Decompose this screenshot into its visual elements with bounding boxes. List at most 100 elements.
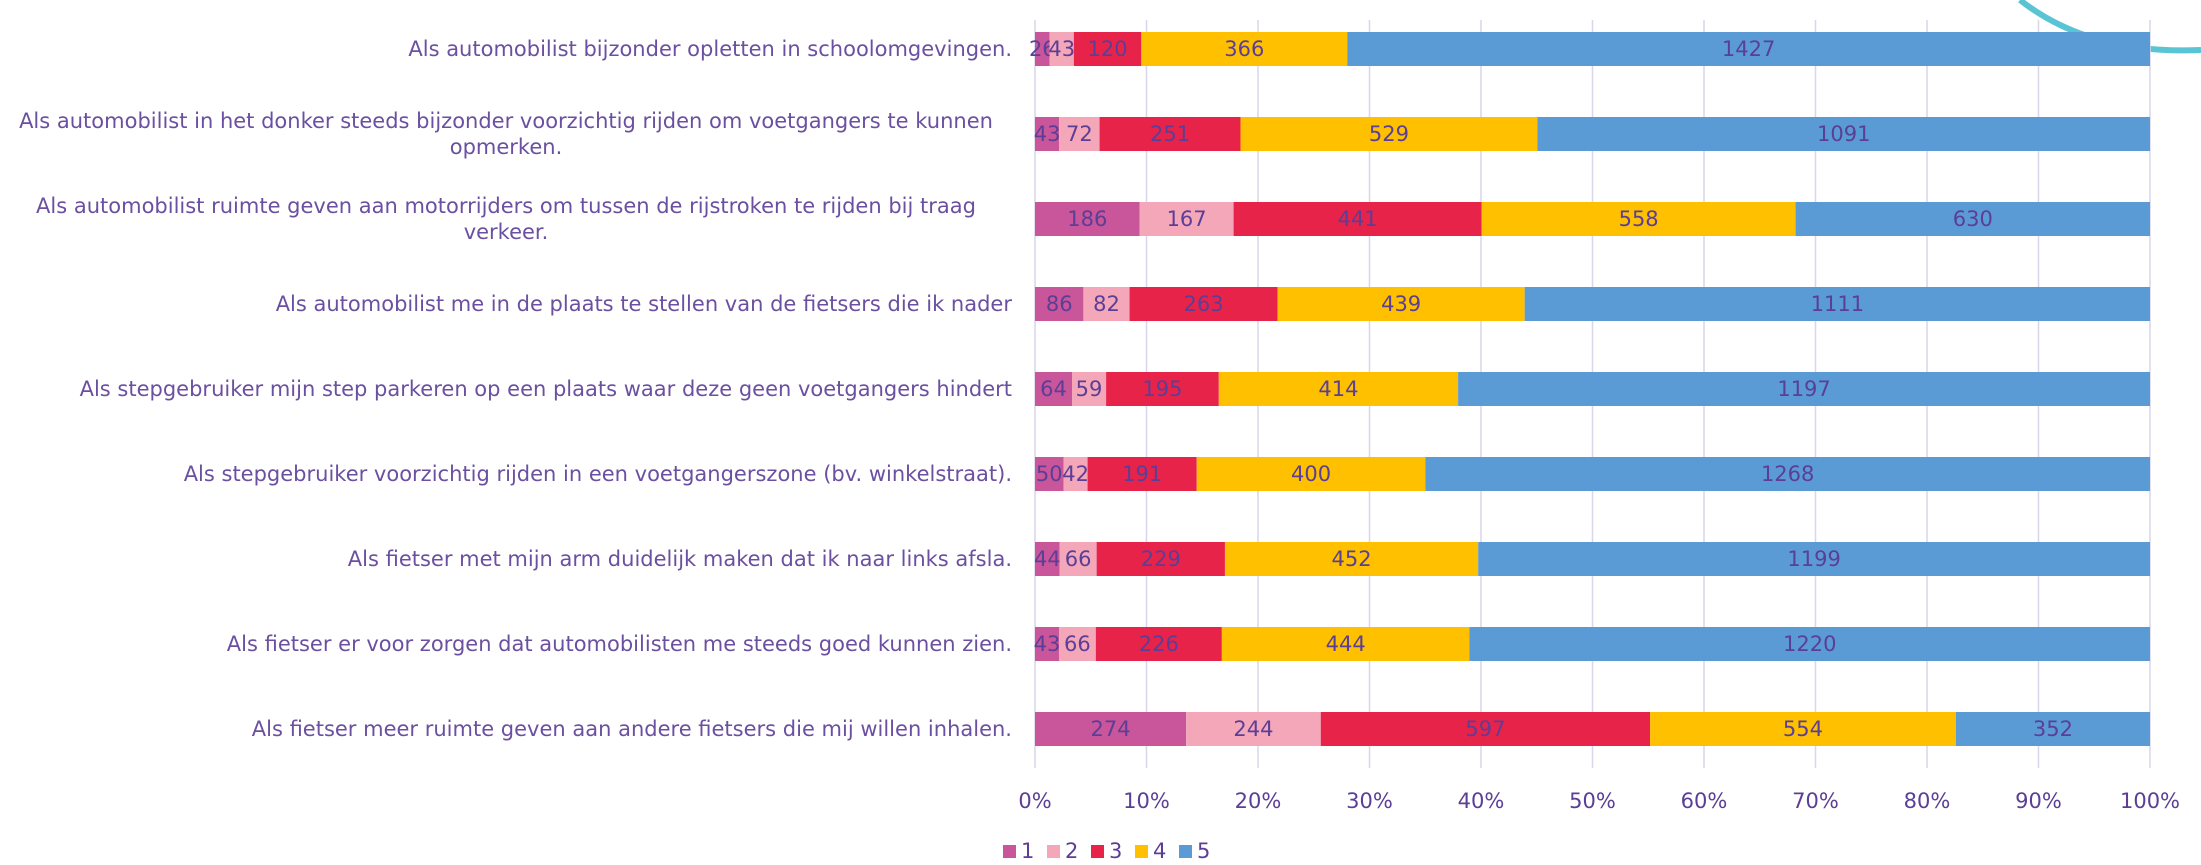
data-label: 274	[1091, 717, 1131, 741]
bar-segment	[1083, 287, 1130, 321]
bar-segment	[1035, 372, 1072, 406]
bar-segment	[1955, 712, 2150, 746]
data-label: 229	[1141, 547, 1181, 571]
bar-segment	[1129, 287, 1278, 321]
category-label: Als automobilist ruimte geven aan motorr…	[36, 194, 976, 244]
bar-segment	[1035, 117, 1060, 151]
legend-swatch	[1047, 845, 1060, 858]
x-tick-label: 80%	[1904, 789, 1951, 813]
bar-segment	[1141, 32, 1348, 66]
bar-segment	[1096, 542, 1225, 576]
category-label: Als fietser meer ruimte geven aan andere…	[251, 717, 1012, 741]
x-tick-label: 60%	[1681, 789, 1728, 813]
bar-segment	[1196, 457, 1426, 491]
bar-segment	[1035, 627, 1059, 661]
data-label: 452	[1332, 547, 1372, 571]
data-label: 1199	[1787, 547, 1840, 571]
legend-label: 1	[1021, 839, 1034, 863]
data-label: 66	[1064, 632, 1091, 656]
legend-swatch	[1135, 845, 1148, 858]
data-label: 82	[1093, 292, 1120, 316]
bar-segment	[1049, 32, 1074, 66]
bar-segment	[1059, 542, 1097, 576]
bar-segment	[1224, 542, 1479, 576]
bar-segment	[1106, 372, 1219, 406]
data-label: 72	[1066, 122, 1093, 146]
data-label: 630	[1953, 207, 1993, 231]
bar-segment	[1277, 287, 1525, 321]
legend-swatch	[1003, 845, 1016, 858]
bar-segment	[1650, 712, 1956, 746]
bar-segment	[1058, 627, 1096, 661]
bar-segment	[1059, 117, 1100, 151]
data-label: 59	[1076, 377, 1103, 401]
bar-segment	[1795, 202, 2150, 236]
bar-segment	[1478, 542, 2150, 576]
legend-label: 5	[1197, 839, 1210, 863]
bar-segment	[1035, 287, 1084, 321]
legend-label: 3	[1109, 839, 1122, 863]
bar-segment	[1099, 117, 1241, 151]
data-label: 195	[1142, 377, 1182, 401]
data-label: 400	[1291, 462, 1331, 486]
data-label: 44	[1034, 547, 1061, 571]
data-label: 167	[1167, 207, 1207, 231]
x-tick-label: 0%	[1018, 789, 1051, 813]
data-label: 414	[1318, 377, 1358, 401]
bar-segment	[1035, 32, 1050, 66]
x-tick-label: 20%	[1235, 789, 1282, 813]
bar-segment	[1233, 202, 1482, 236]
data-label: 226	[1139, 632, 1179, 656]
data-label: 1197	[1777, 377, 1830, 401]
category-label: Als automobilist in het donker steeds bi…	[19, 109, 993, 159]
data-label: 43	[1048, 37, 1075, 61]
data-label: 186	[1067, 207, 1107, 231]
legend-swatch	[1091, 845, 1104, 858]
legend-swatch	[1179, 845, 1192, 858]
category-label: Als fietser met mijn arm duidelijk maken…	[347, 547, 1012, 571]
data-label: 86	[1046, 292, 1073, 316]
x-tick-label: 30%	[1346, 789, 1393, 813]
bar-segment	[1320, 712, 1651, 746]
bar-segment	[1481, 202, 1796, 236]
x-tick-label: 50%	[1569, 789, 1616, 813]
data-label: 554	[1783, 717, 1823, 741]
bar-segment	[1139, 202, 1234, 236]
category-label: Als stepgebruiker mijn step parkeren op …	[79, 377, 1012, 401]
data-label: 120	[1088, 37, 1128, 61]
legend-label: 4	[1153, 839, 1166, 863]
data-label: 66	[1065, 547, 1092, 571]
data-label: 597	[1465, 717, 1505, 741]
bar-segment	[1347, 32, 2150, 66]
data-label: 366	[1224, 37, 1264, 61]
x-tick-label: 90%	[2015, 789, 2062, 813]
data-label: 1111	[1811, 292, 1864, 316]
data-label: 251	[1150, 122, 1190, 146]
bar-segment	[1035, 712, 1187, 746]
x-tick-label: 100%	[2120, 789, 2180, 813]
x-tick-label: 10%	[1123, 789, 1170, 813]
legend-label: 2	[1065, 839, 1078, 863]
data-label: 43	[1034, 632, 1061, 656]
category-label: Als automobilist me in de plaats te stel…	[275, 292, 1012, 316]
bar-segment	[1073, 32, 1142, 66]
bar-segment	[1087, 457, 1197, 491]
bar-segment	[1425, 457, 2150, 491]
bar-segment	[1186, 712, 1321, 746]
data-label: 42	[1062, 462, 1089, 486]
bar-segment	[1469, 627, 2150, 661]
category-label: Als fietser er voor zorgen dat automobil…	[226, 632, 1012, 656]
bar-segment	[1524, 287, 2150, 321]
data-label: 191	[1122, 462, 1162, 486]
data-label: 352	[2033, 717, 2073, 741]
category-label: Als automobilist bijzonder opletten in s…	[408, 37, 1012, 61]
data-label: 1427	[1722, 37, 1775, 61]
bar-segment	[1035, 457, 1064, 491]
bar-segment	[1063, 457, 1088, 491]
data-label: 444	[1326, 632, 1366, 656]
data-label: 1091	[1817, 122, 1870, 146]
data-label: 64	[1040, 377, 1067, 401]
data-label: 50	[1036, 462, 1063, 486]
